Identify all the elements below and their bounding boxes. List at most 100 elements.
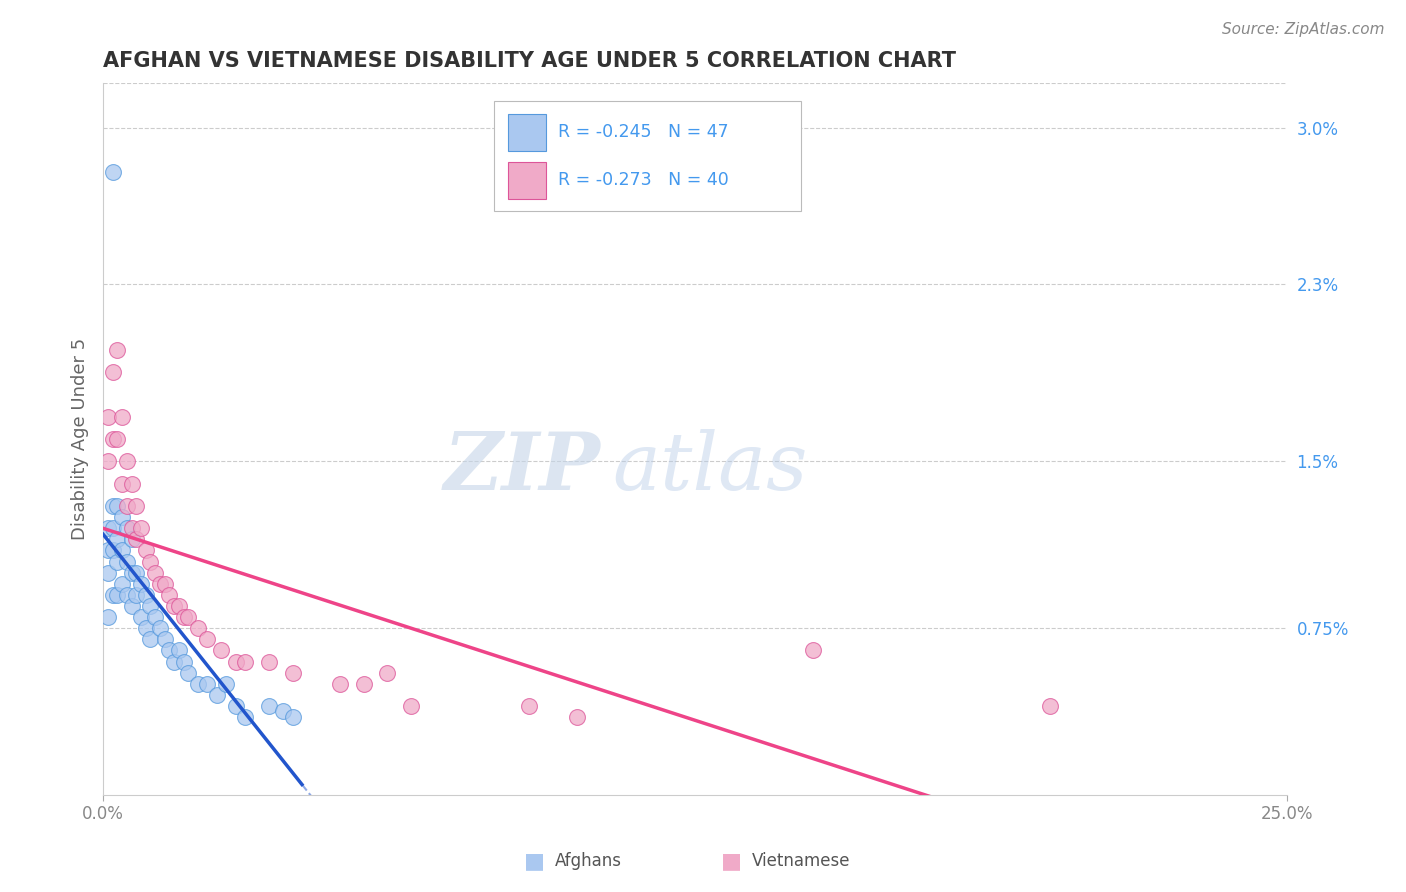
Point [111, 510, 134, 524]
Point [195, 632, 218, 647]
Point [111, 543, 134, 558]
Point [153, 632, 176, 647]
Point [129, 576, 152, 591]
Text: Vietnamese: Vietnamese [752, 852, 851, 870]
Point [121, 566, 143, 580]
Point [375, 665, 398, 680]
Point [125, 499, 148, 513]
Point [195, 677, 218, 691]
Point [97, 566, 120, 580]
Point [225, 655, 247, 669]
Point [163, 599, 186, 613]
Point [101, 543, 124, 558]
Point [121, 521, 143, 535]
Point [329, 677, 352, 691]
Text: Source: ZipAtlas.com: Source: ZipAtlas.com [1222, 22, 1385, 37]
Point [177, 610, 200, 624]
Point [129, 610, 152, 624]
Text: atlas: atlas [612, 429, 807, 507]
Point [135, 588, 157, 602]
Point [105, 343, 128, 358]
Point [139, 632, 162, 647]
Point [233, 710, 256, 724]
Point [517, 699, 540, 714]
Point [121, 599, 143, 613]
Point [115, 454, 138, 468]
Point [173, 610, 195, 624]
Point [225, 699, 247, 714]
Point [125, 566, 148, 580]
FancyBboxPatch shape [508, 114, 546, 151]
Point [101, 499, 124, 513]
FancyBboxPatch shape [508, 161, 546, 199]
Point [215, 677, 238, 691]
Point [149, 621, 172, 635]
Point [115, 499, 138, 513]
Point [353, 677, 375, 691]
Point [157, 588, 180, 602]
Text: R = -0.273   N = 40: R = -0.273 N = 40 [558, 171, 728, 189]
Point [97, 454, 120, 468]
Point [167, 599, 190, 613]
Point [105, 499, 128, 513]
Point [177, 665, 200, 680]
Point [143, 566, 166, 580]
Point [281, 665, 304, 680]
Y-axis label: Disability Age Under 5: Disability Age Under 5 [72, 338, 89, 541]
Point [149, 576, 172, 591]
Point [801, 643, 824, 657]
Point [101, 588, 124, 602]
Point [105, 533, 128, 547]
Point [205, 688, 228, 702]
Point [111, 476, 134, 491]
Point [105, 432, 128, 446]
Point [125, 533, 148, 547]
Point [115, 588, 138, 602]
Point [271, 704, 294, 718]
Point [97, 409, 120, 424]
Point [105, 555, 128, 569]
Point [121, 533, 143, 547]
Point [135, 543, 157, 558]
Point [167, 643, 190, 657]
Point [233, 655, 256, 669]
Point [211, 643, 233, 657]
Text: AFGHAN VS VIETNAMESE DISABILITY AGE UNDER 5 CORRELATION CHART: AFGHAN VS VIETNAMESE DISABILITY AGE UNDE… [103, 51, 956, 70]
Point [115, 521, 138, 535]
Point [153, 576, 176, 591]
FancyBboxPatch shape [494, 101, 801, 211]
Point [97, 610, 120, 624]
Point [101, 432, 124, 446]
Point [115, 555, 138, 569]
Point [163, 655, 186, 669]
Text: ■: ■ [721, 851, 741, 871]
Point [1039, 699, 1062, 714]
Point [111, 576, 134, 591]
Point [399, 699, 422, 714]
Point [121, 476, 143, 491]
Point [101, 366, 124, 380]
Point [125, 588, 148, 602]
Point [101, 521, 124, 535]
Point [257, 699, 280, 714]
Point [565, 710, 588, 724]
Point [281, 710, 304, 724]
Point [105, 588, 128, 602]
Point [143, 610, 166, 624]
Point [97, 521, 120, 535]
Point [173, 655, 195, 669]
Point [139, 555, 162, 569]
Text: ■: ■ [524, 851, 544, 871]
Point [111, 409, 134, 424]
Point [187, 677, 209, 691]
Point [129, 521, 152, 535]
Point [135, 621, 157, 635]
Text: ZIP: ZIP [443, 429, 600, 507]
Point [257, 655, 280, 669]
Point [187, 621, 209, 635]
Point [97, 543, 120, 558]
Point [101, 165, 124, 179]
Point [157, 643, 180, 657]
Point [139, 599, 162, 613]
Text: R = -0.245   N = 47: R = -0.245 N = 47 [558, 123, 728, 142]
